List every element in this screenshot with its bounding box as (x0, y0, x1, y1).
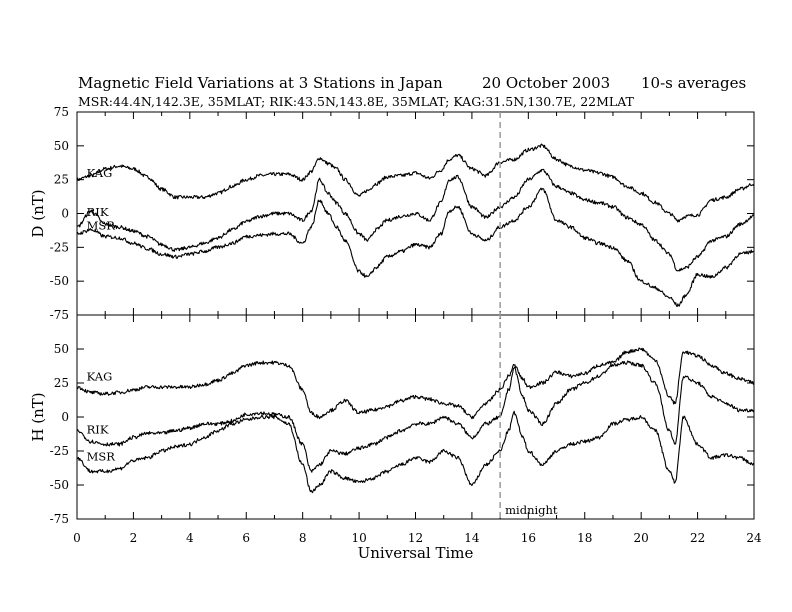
series-line-msr (76, 187, 754, 308)
series-label-msr: MSR (87, 219, 116, 233)
x-tick-label: 12 (408, 531, 423, 545)
y-tick-label: 0 (61, 410, 69, 424)
x-tick-label: 22 (690, 531, 705, 545)
chart-title: Magnetic Field Variations at 3 Stations … (78, 74, 443, 92)
series-label-rik: RIK (87, 422, 109, 436)
series-label-kag: KAG (87, 369, 113, 383)
chart-subtitle: MSR:44.4N,142.3E, 35MLAT; RIK:43.5N,143.… (78, 94, 635, 109)
y-tick-label: 50 (54, 342, 69, 356)
series-line-rik (76, 360, 755, 473)
series-label-kag: KAG (87, 166, 113, 180)
x-tick-label: 2 (130, 531, 138, 545)
x-tick-label: 4 (186, 531, 194, 545)
x-tick-label: 18 (577, 531, 592, 545)
x-tick-label: 16 (521, 531, 536, 545)
y-tick-label: 50 (54, 139, 69, 153)
series-line-kag (76, 143, 755, 223)
x-tick-label: 20 (634, 531, 649, 545)
series-line-rik (76, 168, 755, 272)
series-label-msr: MSR (87, 450, 116, 464)
y-axis-title: H (nT) (29, 392, 47, 441)
y-tick-label: 0 (61, 207, 69, 221)
series-line-msr (76, 410, 755, 494)
y-tick-label: 25 (54, 173, 69, 187)
x-tick-label: 10 (351, 531, 366, 545)
plot-frame (76, 314, 755, 520)
y-tick-label: -25 (50, 240, 69, 254)
series-line-kag (76, 347, 755, 420)
y-axis-title: D (nT) (29, 189, 47, 237)
y-tick-label: -25 (50, 444, 69, 458)
x-tick-label: 14 (464, 531, 480, 545)
x-axis-title: Universal Time (358, 544, 474, 562)
y-tick-label: -50 (50, 478, 69, 492)
y-tick-label: -50 (50, 274, 69, 288)
y-tick-label: -75 (50, 512, 69, 526)
y-tick-label: 25 (54, 376, 69, 390)
x-tick-label: 24 (746, 531, 762, 545)
chart-averaging: 10-s averages (641, 74, 746, 92)
midnight-label: midnight (505, 503, 558, 517)
y-tick-label: 75 (54, 105, 69, 119)
midnight-marker: midnight (499, 112, 558, 519)
series-label-rik: RIK (87, 205, 109, 219)
x-tick-label: 0 (73, 531, 81, 545)
x-tick-label: 6 (242, 531, 250, 545)
chart-date: 20 October 2003 (482, 74, 610, 92)
x-tick-label: 8 (299, 531, 307, 545)
y-tick-label: -75 (50, 308, 69, 322)
